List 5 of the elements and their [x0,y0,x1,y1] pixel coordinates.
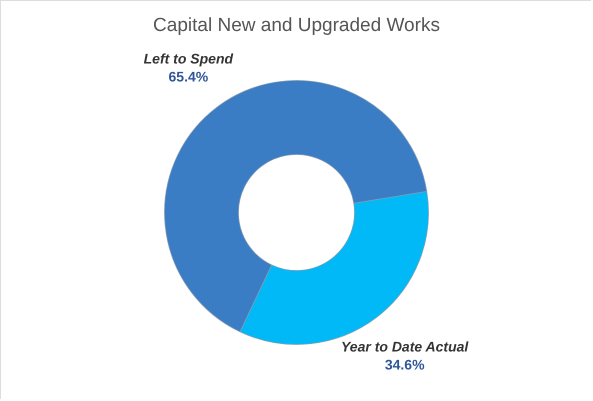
slice-label: Left to Spend [144,50,234,67]
data-label: 65.4% [168,68,209,85]
data-label: 34.6% [384,356,426,372]
slice-label: Year to Date Actual [340,338,470,354]
chart-title: Capital New and Upgraded Works [153,15,440,36]
